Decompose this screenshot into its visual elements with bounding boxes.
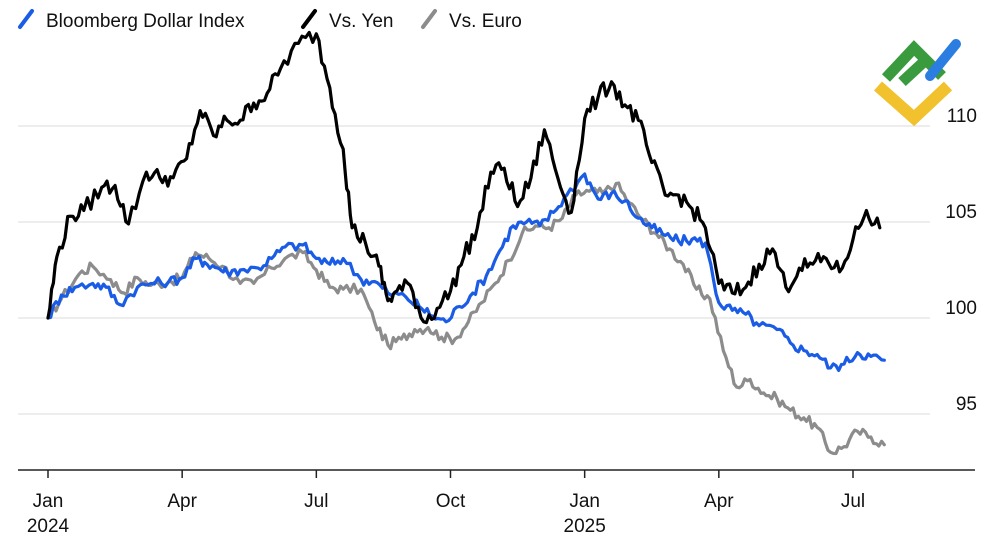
gridlines bbox=[18, 125, 930, 415]
plot-area bbox=[46, 30, 886, 456]
x-tick-label: Jul bbox=[304, 491, 328, 512]
x-tick-label: Jul bbox=[841, 491, 865, 512]
x-tick-sublabel: 2025 bbox=[564, 516, 606, 537]
series-line-yen bbox=[46, 30, 882, 325]
legend-label-euro: Vs. Euro bbox=[449, 11, 522, 32]
legend-item-yen: Vs. Yen bbox=[301, 9, 393, 32]
legend-swatch-index bbox=[18, 9, 34, 29]
legend-swatch-euro bbox=[421, 9, 437, 29]
x-tick-sublabel: 2024 bbox=[27, 516, 70, 537]
y-axis-labels: 95 100 105 110 bbox=[945, 106, 977, 415]
y-tick-label: 110 bbox=[947, 106, 977, 127]
x-tick-label: Jan bbox=[569, 491, 600, 512]
brand-logo-icon bbox=[874, 39, 961, 127]
legend-label-index: Bloomberg Dollar Index bbox=[46, 11, 245, 32]
x-tick-label: Oct bbox=[436, 491, 466, 512]
legend-item-index: Bloomberg Dollar Index bbox=[18, 9, 245, 32]
series-line-index bbox=[46, 172, 886, 372]
x-tick-label: Apr bbox=[167, 491, 197, 512]
x-tick-label: Jan bbox=[33, 491, 64, 512]
y-tick-label: 105 bbox=[945, 202, 977, 223]
legend-swatch-yen bbox=[301, 9, 317, 29]
legend-item-euro: Vs. Euro bbox=[421, 9, 522, 32]
x-tick-label: Apr bbox=[704, 491, 734, 512]
y-tick-label: 100 bbox=[945, 298, 977, 319]
legend-label-yen: Vs. Yen bbox=[329, 11, 393, 32]
y-tick-label: 95 bbox=[956, 394, 977, 415]
x-axis: Jan 2024 Apr Jul Oct Jan 2025 Apr Jul bbox=[27, 470, 865, 537]
legend: Bloomberg Dollar Index Vs. Yen Vs. Euro bbox=[18, 9, 522, 32]
series-line-euro bbox=[46, 181, 886, 456]
